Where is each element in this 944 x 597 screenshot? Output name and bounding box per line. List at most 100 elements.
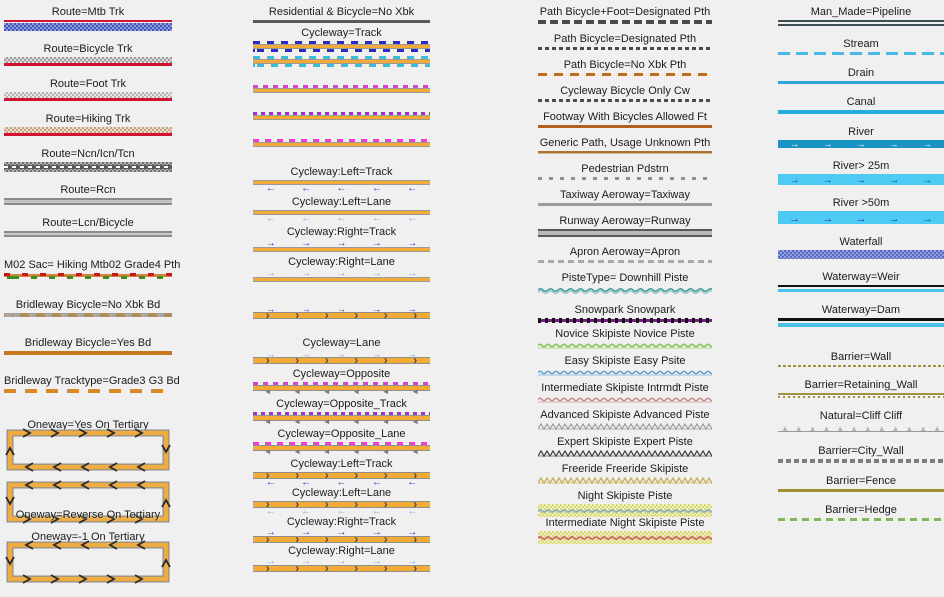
dashed-line-layer xyxy=(253,85,430,88)
flow-arrow-icon: → xyxy=(789,175,800,186)
legend-label: PisteType= Downhill Piste xyxy=(561,272,689,284)
solid-line-layer xyxy=(253,358,430,363)
oneway-chevron-icon: › xyxy=(265,561,270,573)
left-arrow-icon: ← xyxy=(407,476,418,486)
cliff-triangle-icon: ▲ xyxy=(877,424,886,433)
right-arrow-icon: → xyxy=(407,351,417,359)
legend-label: Pedestrian Pdstrn xyxy=(581,163,669,175)
oneway-chevron-icon: › xyxy=(383,561,388,573)
left-arrow-icon: ← xyxy=(371,476,382,486)
glyph-row: › › › › › › xyxy=(253,561,430,573)
solid-line-layer xyxy=(253,115,430,116)
legend-row xyxy=(253,85,430,94)
reverse-triangle-icon: ◄ xyxy=(263,386,272,394)
wavy-line xyxy=(538,370,712,375)
oneway-chevron-icon: › xyxy=(354,352,359,365)
flow-arrow-icon: → xyxy=(921,213,933,225)
solid-line-layer xyxy=(778,318,944,321)
legend-row: Route=Foot Trk xyxy=(4,78,172,101)
solid-line-layer xyxy=(778,431,944,432)
legend-label: Barrier=Fence xyxy=(825,475,896,487)
line-sample-river-50m: → → → → → xyxy=(778,211,944,224)
solid-line-layer xyxy=(538,151,712,153)
glyph-row: ← ← ← ← ← xyxy=(253,212,430,222)
line-sample-cw-right-lane: → → → → → xyxy=(253,270,430,282)
right-arrow-icon: → xyxy=(266,351,276,359)
oneway-chevron-icon: › xyxy=(413,307,418,320)
legend-label: Path Bicycle=No Xbk Pth xyxy=(563,59,687,71)
legend-row: Route=Bicycle Trk xyxy=(4,43,172,66)
cliff-triangle-icon: ▲ xyxy=(808,424,817,433)
solid-line-layer xyxy=(253,247,430,248)
oneway-chevron-icon: › xyxy=(265,532,270,544)
checker-band-layer xyxy=(778,250,944,259)
line-sample-night-piste xyxy=(538,504,712,517)
glyph-row: → → → → → xyxy=(778,140,944,148)
legend-row: Footway With Bicycles Allowed Ft xyxy=(538,111,712,128)
line-sample-canal xyxy=(778,110,944,114)
solid-line-layer xyxy=(253,146,430,147)
dashed-line-layer xyxy=(778,365,944,367)
legend-label: Cycleway Bicycle Only Cw xyxy=(560,85,690,97)
legend-label: Cycleway:Right=Track xyxy=(286,516,397,528)
line-sample-route-lcn xyxy=(4,231,172,237)
legend-label: Barrier=Wall xyxy=(830,351,892,363)
line-sample-snowpark xyxy=(538,318,712,323)
legend-row: Cycleway=Opposite_Track ◄ ◄ ◄ ◄ ◄ ◄ xyxy=(253,398,430,424)
left-arrow-icon: ← xyxy=(265,212,276,222)
zigzag-line xyxy=(538,477,712,484)
dashed-line-layer xyxy=(253,112,430,115)
oneway-chevron-icon: › xyxy=(324,561,329,573)
cliff-triangle-icon: ▲ xyxy=(794,424,803,433)
legend-label: Cycleway:Right=Lane xyxy=(288,256,395,268)
line-sample-freeride-piste xyxy=(538,477,712,485)
legend-column-routes-and-oneway: Route=Mtb Trk Route=Bicycle Trk Route=Foot… xyxy=(4,6,180,591)
solid-line-layer xyxy=(253,181,430,184)
legend-row: Novice Skipiste Novice Piste xyxy=(538,328,712,350)
line-sample-wall xyxy=(778,365,944,367)
legend-label: Cycleway:Left=Lane xyxy=(291,487,392,499)
legend-row: Easy Skipiste Easy Psite xyxy=(538,355,712,377)
cliff-triangle-icon: ▲ xyxy=(919,424,928,433)
oneway-chevron-icon: › xyxy=(265,501,270,511)
legend-row: Cycleway:Left=Lane ← ← ← ← ← xyxy=(253,196,430,222)
line-sample-night-intermediate-piste xyxy=(538,531,712,544)
line-sample-path-designated-both xyxy=(538,20,712,24)
solid-line-layer xyxy=(253,48,430,49)
right-arrow-icon: → xyxy=(301,559,312,567)
zigzag-line xyxy=(538,450,712,457)
reverse-triangle-icon: ◄ xyxy=(293,416,302,424)
solid-line-layer xyxy=(253,390,430,391)
legend-row: Natural=Cliff Cliff ▲ ▲ ▲ ▲ ▲ ▲ ▲ ▲ ▲ ▲ ▲ ▲ xyxy=(778,410,944,433)
line-sample-expert-piste xyxy=(538,450,712,458)
reverse-triangle-icon: ◄ xyxy=(263,416,272,424)
right-arrow-icon: → xyxy=(407,270,418,279)
legend-row: Route=Rcn xyxy=(4,184,172,205)
reverse-triangle-icon: ◄ xyxy=(352,416,361,424)
line-sample-oneway-minus1 xyxy=(4,539,172,585)
oneway-chevron-icon: › xyxy=(295,501,300,511)
legend-row: Canal xyxy=(778,96,944,114)
solid-line-layer xyxy=(253,214,430,215)
glyph-row: ▲ ▲ ▲ ▲ ▲ ▲ ▲ ▲ ▲ ▲ ▲ ▲ xyxy=(778,424,944,433)
line-sample-city-wall xyxy=(778,459,944,463)
wavy-line xyxy=(538,536,712,540)
oneway-chevron-icon: › xyxy=(354,561,359,573)
line-sample-easy-piste xyxy=(538,369,712,377)
dashed-line-layer xyxy=(253,49,430,52)
flow-arrow-icon: → xyxy=(922,175,933,186)
reverse-triangle-icon: ◄ xyxy=(322,386,331,394)
line-sample-path-no-xbk xyxy=(538,73,712,76)
cliff-triangle-icon: ▲ xyxy=(863,424,872,433)
right-arrow-icon: → xyxy=(301,351,311,359)
legend-row: Barrier=Retaining_Wall xyxy=(778,379,944,398)
reverse-triangle-icon: ◄ xyxy=(411,416,420,424)
dashed-line-layer xyxy=(4,276,172,279)
legend-row: Bridleway Bicycle=No Xbk Bd xyxy=(4,299,172,317)
left-arrow-icon: ← xyxy=(301,212,312,222)
legend-label: Bridleway Bicycle=Yes Bd xyxy=(24,337,152,349)
solid-line-layer xyxy=(253,542,430,543)
legend-row: Waterway=Dam xyxy=(778,304,944,327)
right-arrow-icon: → xyxy=(336,240,347,249)
oneway-chevron-icon: › xyxy=(265,352,270,365)
